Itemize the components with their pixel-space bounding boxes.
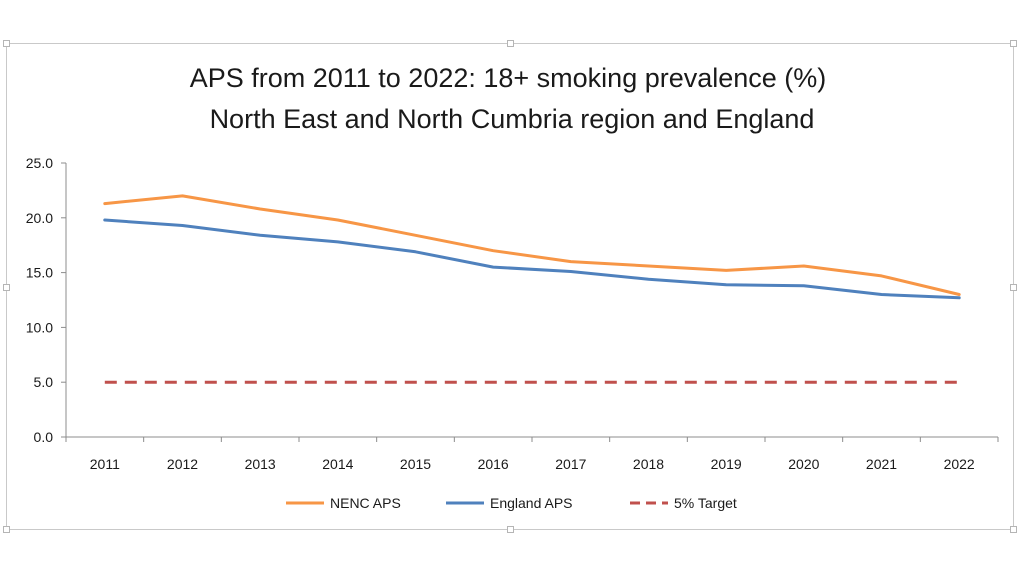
x-tick-label: 2022	[944, 456, 975, 472]
resize-handle-left[interactable]	[3, 284, 10, 291]
resize-handle-bottom-right[interactable]	[1010, 526, 1017, 533]
x-tick-label: 2017	[555, 456, 586, 472]
chart-frame	[3, 40, 1017, 533]
x-tick-label: 2015	[400, 456, 431, 472]
x-tick-label: 2020	[788, 456, 819, 472]
legend-label: NENC APS	[330, 495, 401, 511]
resize-handle-bottom[interactable]	[507, 526, 514, 533]
series-line-england-aps	[103, 218, 961, 300]
resize-handle-top-left[interactable]	[3, 40, 10, 47]
x-tick-label: 2019	[711, 456, 742, 472]
y-tick-label: 25.0	[26, 155, 53, 171]
y-tick-label: 0.0	[34, 429, 54, 445]
x-tick-label: 2018	[633, 456, 664, 472]
x-tick-label: 2012	[167, 456, 198, 472]
x-tick-label: 2016	[478, 456, 509, 472]
resize-handle-bottom-left[interactable]	[3, 526, 10, 533]
legend-label: England APS	[490, 495, 573, 511]
chart-title-line-2: North East and North Cumbria region and …	[210, 104, 815, 134]
series-line-nenc-aps	[103, 194, 961, 296]
y-tick-label: 10.0	[26, 319, 53, 335]
x-tick-label: 2021	[866, 456, 897, 472]
x-tick-label: 2013	[245, 456, 276, 472]
x-tick-label: 2014	[322, 456, 353, 472]
resize-handle-top[interactable]	[507, 40, 514, 47]
x-tick-label: 2011	[90, 456, 120, 472]
chart-title-line-1: APS from 2011 to 2022: 18+ smoking preva…	[190, 63, 827, 93]
y-tick-label: 5.0	[34, 374, 54, 390]
resize-handle-right[interactable]	[1010, 284, 1017, 291]
y-tick-label: 15.0	[26, 265, 53, 281]
resize-handle-top-right[interactable]	[1010, 40, 1017, 47]
legend-label: 5% Target	[674, 495, 737, 511]
y-tick-label: 20.0	[26, 210, 53, 226]
